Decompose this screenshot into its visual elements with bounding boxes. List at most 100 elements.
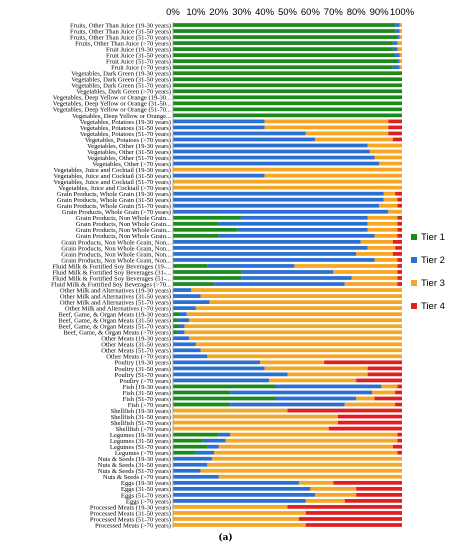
category-label: Beef, Game, & Organ Meats (>70 years)	[63, 330, 171, 337]
category-label: Fluid Milk & Fortified Soy Beverages (>7…	[51, 281, 171, 288]
bar-segment-tier-2	[173, 173, 265, 178]
category-label: Vegetables, Deep Yellow or Orange (19-30…	[53, 95, 172, 102]
bar-segment-tier-3	[264, 366, 368, 371]
bar-segment-tier-2	[173, 131, 306, 136]
bar-segment-tier-2	[276, 396, 357, 401]
bar-segment-tier-3	[173, 185, 402, 190]
bar-segment-tier-3	[314, 137, 393, 142]
bar-segment-tier-3	[310, 486, 357, 491]
bar-segment-tier-3	[374, 155, 402, 160]
bar-segment-tier-3	[399, 53, 402, 57]
bar-segment-tier-3	[374, 258, 398, 262]
bar-segment-tier-2	[173, 246, 368, 250]
category-label: Nuts & Seeds (31-50 years)	[98, 462, 171, 469]
bar-segment-tier-3	[218, 444, 393, 449]
bar-segment-tier-2	[230, 402, 345, 407]
bar-segment-tier-1	[173, 215, 242, 220]
bar-segment-tier-4	[397, 282, 402, 286]
bar-segment-tier-2	[392, 65, 400, 70]
bar-segment-tier-2	[173, 252, 357, 256]
bar-segment-tier-3	[184, 330, 402, 335]
bar-segment-tier-3	[367, 246, 396, 250]
category-label: Fruit Juice (51-70 years)	[106, 59, 171, 66]
x-tick-label: 80%	[347, 7, 367, 18]
bar-segment-tier-1	[173, 384, 277, 389]
bar-segment-tier-3	[214, 450, 398, 455]
bar-segment-tier-3	[367, 221, 398, 226]
bar-segment-tier-3	[367, 215, 398, 220]
bar-segment-tier-2	[173, 191, 384, 196]
bar-segment-tier-1	[173, 282, 215, 286]
bar-segment-tier-3	[360, 240, 393, 244]
category-label: Vegetables, Dark Green (>70 years)	[76, 89, 171, 96]
bar-segment-tier-3	[173, 517, 299, 521]
bar-segment-tier-1	[173, 47, 393, 51]
bar-segment-tier-2	[241, 270, 334, 274]
bar-segment-tier-2	[173, 378, 270, 383]
bar-segment-tier-3	[200, 468, 402, 473]
bar-segment-tier-3	[173, 505, 288, 509]
bar-segment-tier-3	[209, 300, 402, 304]
bar-segment-tier-4	[305, 523, 402, 527]
bar-segment-tier-1	[173, 89, 402, 94]
bar-segment-tier-3	[264, 119, 389, 124]
bar-segment-tier-3	[191, 288, 402, 292]
bar-segment-tier-3	[351, 276, 398, 280]
bar-segment-tier-1	[173, 35, 398, 39]
bar-segment-tier-1	[173, 330, 178, 335]
bar-segment-tier-2	[173, 462, 208, 467]
bar-segment-tier-1	[173, 221, 219, 226]
bar-segment-tier-1	[173, 107, 402, 112]
bar-segment-tier-3	[388, 209, 402, 214]
category-label: Poultry (>70 years)	[120, 378, 171, 385]
x-tick-label: 10%	[186, 7, 206, 18]
category-label: Fruits, Other Than Juice (51-70 years)	[70, 34, 171, 41]
category-label: Grain Products, Non Whole Grain, Non...	[61, 251, 171, 258]
bar-segment-tier-2	[173, 480, 299, 485]
bar-segment-tier-2	[177, 318, 190, 323]
x-tick-label: 100%	[390, 7, 415, 18]
bar-segment-tier-3	[399, 59, 402, 64]
bar-segment-tier-2	[173, 240, 361, 244]
legend-label: Tier 1	[421, 232, 445, 243]
bar-segment-tier-4	[388, 119, 402, 124]
bar-segment-tier-3	[260, 360, 325, 365]
bar-segment-tier-3	[298, 480, 334, 485]
legend-swatch	[411, 303, 417, 309]
category-label: Fruits, Other Than Juice (>70 years)	[75, 40, 171, 47]
bar-segment-tier-4	[397, 197, 402, 202]
bar-segment-tier-4	[397, 227, 402, 232]
bar-segment-tier-3	[269, 378, 357, 383]
bar-segment-tier-4	[356, 486, 402, 491]
bar-segment-tier-3	[383, 191, 396, 196]
category-label: Grain Products, Non Whole Grain, Non...	[61, 245, 171, 252]
bar-segment-tier-3	[356, 396, 375, 401]
bar-segment-tier-2	[173, 203, 380, 208]
bar-segment-tier-4	[287, 505, 402, 509]
bar-segment-tier-4	[305, 511, 402, 515]
bar-segment-tier-4	[298, 517, 402, 521]
bar-segment-tier-3	[369, 149, 402, 154]
category-label: Legumes (19-30 years)	[110, 432, 171, 439]
bar-segment-tier-2	[395, 23, 400, 27]
bar-segment-tier-2	[173, 258, 375, 262]
category-label: Shellfish (51-70 years)	[111, 420, 171, 427]
bar-segment-tier-2	[173, 499, 306, 503]
category-label: Fish (31-50 years)	[123, 390, 171, 397]
bar-segment-tier-4	[392, 252, 402, 256]
bar-segment-tier-1	[173, 264, 208, 268]
category-label: Vegetables, Potatoes (>70 years)	[85, 137, 171, 144]
category-label: Grain Products, Non Whole Grain...	[76, 227, 171, 234]
bar-segment-tier-2	[173, 348, 201, 353]
bar-segment-tier-1	[173, 432, 219, 437]
category-label: Processed Meats (31-50 years)	[90, 510, 171, 517]
bar-segment-tier-1	[173, 113, 402, 118]
bar-segment-tier-3	[211, 456, 402, 461]
bar-segment-tier-3	[305, 499, 345, 503]
category-label: Processed Meats (51-70 years)	[90, 516, 171, 523]
category-label: Vegetables, Other (>70 years)	[92, 161, 171, 168]
category-label: Nuts & Seeds (51-70 years)	[98, 468, 171, 475]
bar-segment-tier-4	[388, 125, 402, 130]
bar-segment-tier-2	[241, 276, 352, 280]
